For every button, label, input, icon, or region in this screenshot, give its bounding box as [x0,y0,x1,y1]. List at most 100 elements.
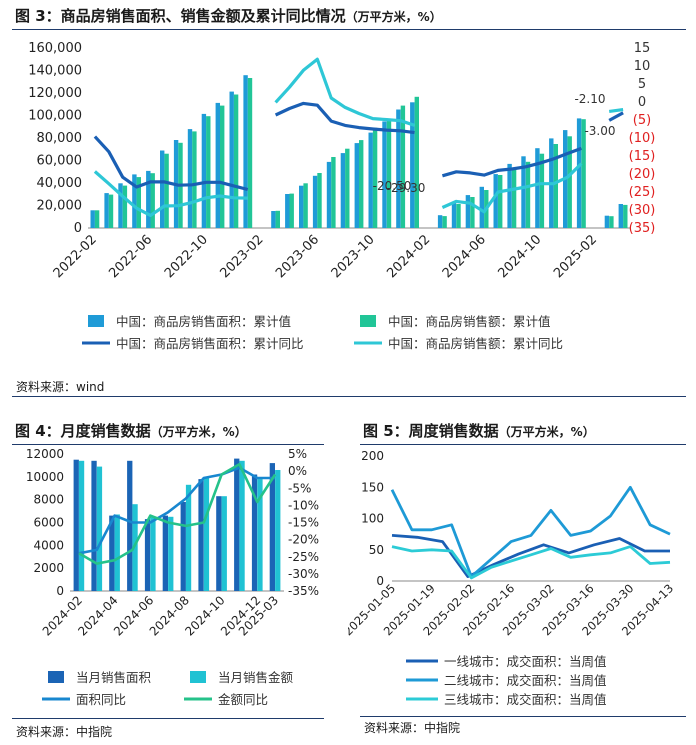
fig3-amount-bar [567,136,572,228]
fig3-chart: 0 20,000 40,000 60,000 80,000 100,000 120,000 1… [28,41,656,351]
fig3-legend-label: 中国：商品房销售面积：累计值 [116,314,291,329]
fig3-amount-bar [247,78,253,228]
fig3-area-bar [243,75,248,228]
fig3-amount-bar [94,210,100,228]
fig3-legend-label: 中国：商品房销售额：累计同比 [388,336,563,351]
fig4-title-rule [12,444,324,445]
fig3-area-bar [340,153,346,228]
fig4-legend-label: 金额同比 [218,692,268,707]
fig4-left-tick: 6000 [33,516,64,530]
fig3-left-tick: 60,000 [37,154,83,169]
fig3-amount-bar [164,153,169,228]
fig3-area-bar [396,109,401,228]
fig4-right-tick: -30% [288,567,319,581]
fig5-y-tick: 100 [361,512,384,526]
fig4-title: 图 4：月度销售数据（万平方米，%） [15,422,247,440]
fig5-chart: 0501001502002025-01-052025-01-192025-02-… [348,449,676,707]
fig3-area-bar [312,175,318,228]
fig3-title: 图 3：商品房销售面积、销售金额及累计同比情况（万平方米，%） [15,7,442,25]
fig5-y-tick: 0 [376,574,384,588]
fig3-right-tick: (20) [629,167,656,182]
fig3-amount-bar [442,216,447,228]
fig3-amount-bar [122,185,128,228]
fig3-amount-bar [108,194,114,228]
fig3-amount-bar [136,177,141,228]
fig4-amount-bar [203,476,210,591]
fig3-amount-bar [220,105,225,228]
fig4-amount-bar [239,460,245,591]
fig4-left-tick: 10000 [26,470,64,484]
fig4-amount-bar [114,514,120,591]
fig3-left-tick: 120,000 [28,86,82,101]
fig3-x-tick: 2022-02 [51,232,100,281]
fig4-area-bar [109,515,115,591]
fig3-area-bar [285,194,290,228]
fig3-area-bar [215,102,220,228]
fig3-area-bar [604,215,610,228]
fig3-area-bar [535,148,540,228]
fig3-amount-bar [275,210,280,228]
fig3-right-tick: 0 [638,95,646,110]
fig4-amount-yoy-line [78,463,277,565]
fig3-right-tick: (10) [629,131,656,146]
fig3-x-tick: 2023-06 [273,232,322,281]
fig3-bottom-rule [12,396,686,397]
fig4-area-bar [127,460,133,591]
fig3-x-tick: 2024-02 [384,232,433,281]
fig4-left-tick: 4000 [33,538,64,552]
fig3-x-tick: 2022-10 [162,232,211,281]
fig3-amount-bar [192,131,197,228]
fig4-amount-bar [78,460,85,591]
fig3-area-bar [465,195,471,228]
fig4-legend-label: 当月销售金额 [218,670,294,685]
fig5-y-tick: 200 [361,449,384,463]
fig5-title-rule [360,444,686,445]
fig3-area-bar [410,102,415,228]
fig4-left-tick: 8000 [33,493,64,507]
fig4-amount-bar [185,484,192,591]
fig3-area-bar [146,170,151,228]
fig3-x-tick: 2025-02 [551,232,600,281]
fig4-amount-bar [257,479,263,591]
fig3-amount-bar [317,173,322,228]
fig3-right-tick: (25) [629,185,656,200]
fig3-right-tick: 10 [634,59,651,74]
fig4-right-tick: 0% [288,464,307,478]
fig3-data-label: -2.10 [574,92,605,106]
fig3-left-tick: 160,000 [28,41,82,56]
fig3-area-bar [229,91,234,228]
fig3-amount-bar [372,127,378,228]
fig3-title-rule [12,29,686,30]
fig3-amount-bar [539,153,545,228]
fig4-amount-bar [96,466,103,591]
fig5-y-tick: 50 [369,543,384,557]
fig4-area-yoy-line [78,466,276,555]
fig4-right-tick: -25% [288,550,319,564]
fig4-right-tick: -35% [288,584,319,598]
fig4-right-tick: -20% [288,533,319,547]
fig5-legend-label: 二线城市：成交面积：当周值 [444,673,607,688]
fig5-tier3-line [391,545,671,580]
fig3-left-tick: 140,000 [28,64,82,79]
fig3-x-tick: 2024-06 [440,232,489,281]
fig3-x-tick: 2023-02 [218,232,267,281]
fig3-amount-bar [470,197,475,228]
fig3-amount-bar [345,148,350,228]
fig3-left-tick: 80,000 [37,131,83,146]
fig3-legend-label: 中国：商品房销售面积：累计同比 [116,336,304,351]
fig3-area-bar [507,163,512,228]
fig3-area-bar [479,186,484,228]
fig3-right-tick: (5) [633,113,651,128]
fig3-area-bar [299,185,304,228]
fig3-amount-bar [331,157,336,228]
fig3-area-bar [618,204,623,228]
fig3-right-tick: (15) [629,149,656,164]
fig3-right-tick: (35) [629,221,656,236]
fig5-title: 图 5：周度销售数据（万平方米，%） [363,422,595,440]
fig3-amount-bar [525,161,531,228]
fig3-amount-bar [233,94,239,228]
fig3-area-bar [576,118,582,228]
fig3-left-tick: 20,000 [37,199,83,214]
fig3-left-tick: 0 [74,221,82,236]
fig4-right-tick: -10% [288,498,319,512]
